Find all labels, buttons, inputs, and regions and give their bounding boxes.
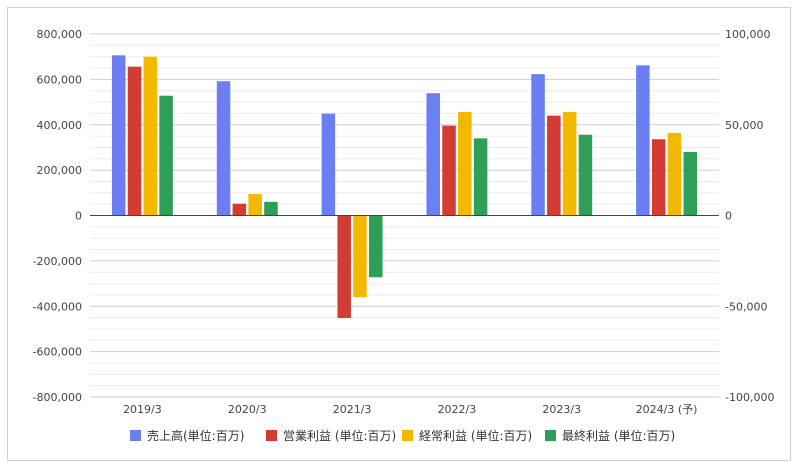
bar — [426, 93, 440, 216]
bar — [321, 113, 336, 216]
bar — [667, 132, 682, 216]
bar — [127, 66, 142, 216]
left-tick-label: 800,000 — [37, 28, 83, 41]
legend: 売上高(単位:百万) 営業利益 (単位:百万) 経常利益 (単位:百万) 最終利益 (… — [130, 428, 675, 443]
left-tick-label: -400,000 — [33, 300, 82, 313]
x-tick-label: 2023/3 — [542, 403, 581, 416]
legend-label: 営業利益 (単位:百万) — [283, 428, 396, 443]
legend-swatch — [266, 430, 277, 441]
bar — [547, 115, 561, 216]
bar — [458, 112, 472, 216]
x-tick-label: 2022/3 — [438, 403, 477, 416]
grid-lines — [90, 33, 719, 398]
right-tick-label: 0 — [725, 210, 732, 223]
x-tick-label: 2020/3 — [228, 403, 267, 416]
legend-swatch — [545, 430, 556, 441]
bar — [651, 139, 666, 216]
right-tick-label: 100,000 — [725, 28, 771, 41]
legend-swatch — [130, 430, 141, 441]
right-tick-label: 50,000 — [725, 119, 764, 132]
axes: 800,000 600,000 400,000 200,000 0 -200,000 -40… — [33, 28, 775, 416]
bar — [683, 151, 698, 216]
x-tick-label: 2021/3 — [333, 403, 372, 416]
bar — [578, 134, 593, 216]
bar — [636, 65, 650, 216]
legend-label: 経常利益 (単位:百万) — [419, 428, 532, 443]
bar — [248, 194, 262, 216]
left-tick-label: 400,000 — [37, 119, 83, 132]
x-tick-label: 2019/3 — [123, 403, 162, 416]
bar — [337, 215, 351, 319]
bar — [232, 203, 247, 216]
x-tick-label: 2024/3 (予) — [636, 403, 698, 416]
left-tick-label: -200,000 — [33, 255, 82, 268]
bar — [473, 138, 488, 216]
left-tick-label: -600,000 — [33, 346, 82, 359]
bar — [442, 125, 456, 216]
legend-label: 最終利益 (単位:百万) — [562, 428, 675, 443]
legend-label: 売上高(単位:百万) — [147, 428, 244, 443]
left-tick-label: 200,000 — [37, 164, 83, 177]
bar — [369, 215, 383, 278]
right-tick-label: -50,000 — [725, 300, 767, 313]
bar — [531, 74, 545, 216]
bar — [111, 55, 126, 216]
right-tick-label: -100,000 — [725, 391, 774, 404]
bar — [143, 56, 158, 216]
bar — [562, 112, 577, 216]
left-tick-label: -800,000 — [33, 391, 82, 404]
bar — [159, 95, 173, 216]
bar-marks — [111, 55, 698, 319]
left-tick-label: 0 — [75, 210, 82, 223]
bar — [264, 201, 278, 216]
bar — [353, 215, 367, 298]
left-tick-label: 600,000 — [37, 73, 83, 86]
legend-swatch — [402, 430, 413, 441]
bar — [216, 81, 231, 216]
